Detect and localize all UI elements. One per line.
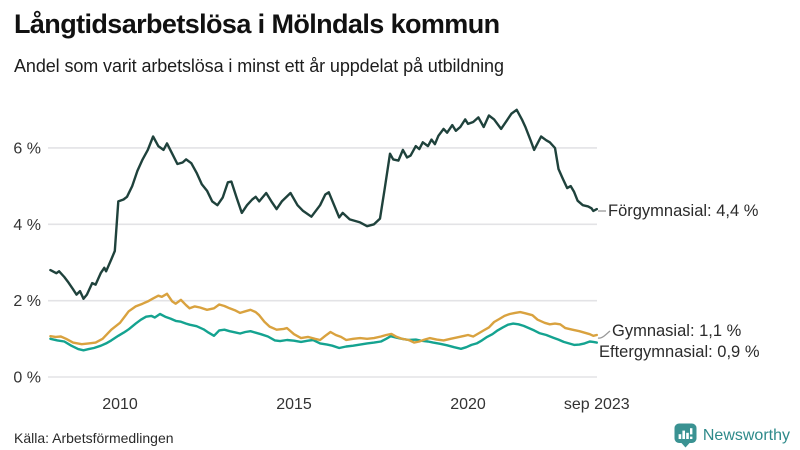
- page-title: Långtidsarbetslösa i Mölndals kommun: [14, 9, 500, 39]
- series-line-gymnasial: [49, 292, 598, 346]
- y-axis-tick-label: 0 %: [13, 370, 41, 387]
- y-axis-tick-label: 6 %: [13, 140, 41, 157]
- x-axis-tick-label: 2010: [102, 396, 138, 413]
- newsworthy-logo: Newsworthy: [674, 423, 790, 448]
- chart-header: Långtidsarbetslösa i Mölndals kommun And…: [14, 8, 786, 77]
- label-connector: [597, 330, 611, 339]
- brand-name: Newsworthy: [702, 426, 790, 444]
- series-line-eftergymnasial: [49, 312, 598, 352]
- series-label-gymnasial: Gymnasial: 1,1 %: [612, 322, 742, 340]
- series-label-förgymnasial: Förgymnasial: 4,4 %: [608, 202, 759, 220]
- series-line-förgymnasial: [49, 108, 598, 300]
- source-note: Källa: Arbetsförmedlingen: [14, 430, 174, 446]
- x-axis-tick-label: sep 2023: [564, 396, 630, 413]
- y-axis-tick-label: 2 %: [13, 293, 41, 310]
- series-label-eftergymnasial: Eftergymnasial: 0,9 %: [599, 343, 760, 361]
- x-axis-tick-label: 2015: [276, 396, 312, 413]
- bar-chart-speech-bubble-icon: [674, 423, 697, 448]
- y-axis-tick-label: 4 %: [13, 217, 41, 234]
- chart-subtitle: Andel som varit arbetslösa i minst ett å…: [14, 55, 504, 76]
- x-axis-tick-label: 2020: [450, 396, 486, 413]
